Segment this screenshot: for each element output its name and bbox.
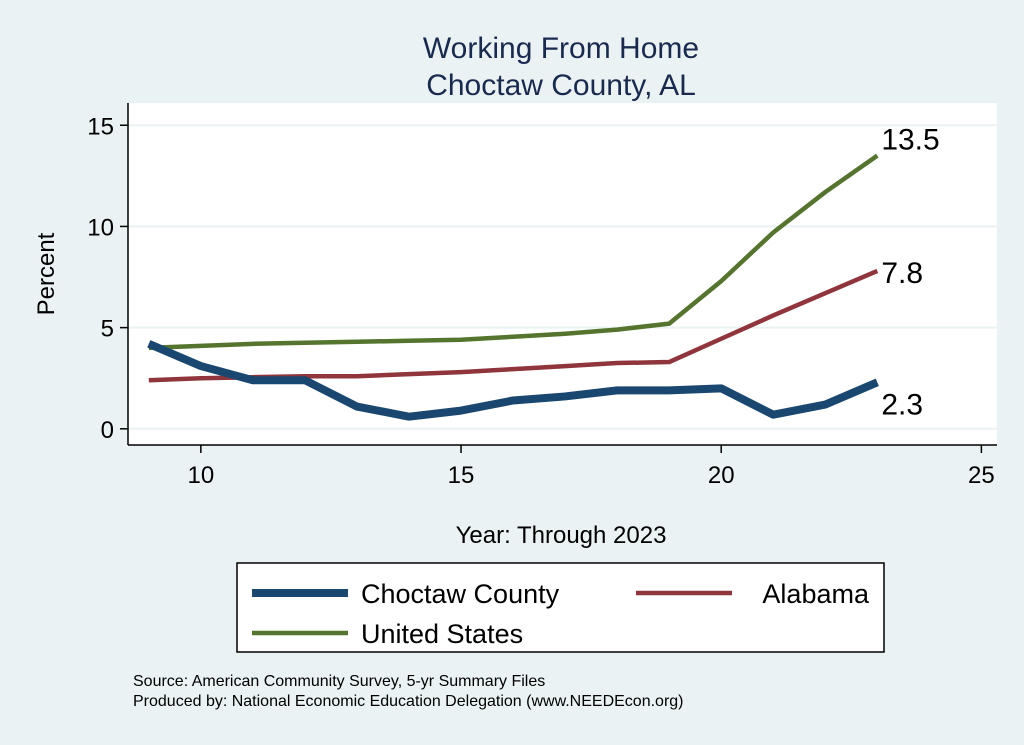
end-label: 13.5	[881, 124, 939, 157]
end-label: 2.3	[881, 388, 923, 421]
x-tick-label: 15	[448, 462, 475, 489]
y-tick-label: 0	[101, 417, 114, 444]
x-tick-label: 20	[708, 462, 735, 489]
y-tick-label: 10	[87, 214, 114, 241]
y-tick-label: 5	[101, 316, 114, 343]
y-axis-label: Percent	[33, 232, 60, 315]
x-tick-label: 25	[968, 462, 995, 489]
legend-label: United States	[361, 619, 523, 649]
chart-title: Working From Home	[423, 32, 699, 65]
y-tick-label: 15	[87, 113, 114, 140]
x-tick-label: 10	[187, 462, 214, 489]
legend	[236, 562, 885, 653]
legend-label: Choctaw County	[361, 579, 560, 609]
series-line-united-states	[148, 153, 879, 351]
source-note: Source: American Community Survey, 5-yr …	[133, 673, 546, 690]
chart-subtitle: Choctaw County, AL	[426, 69, 696, 102]
x-axis-label: Year: Through 2023	[456, 522, 667, 549]
legend-label: Alabama	[762, 579, 870, 609]
end-label: 7.8	[881, 257, 923, 290]
plot-area	[128, 103, 997, 445]
producer-note: Produced by: National Economic Education…	[133, 693, 684, 710]
series-line-choctaw-county	[147, 340, 879, 421]
